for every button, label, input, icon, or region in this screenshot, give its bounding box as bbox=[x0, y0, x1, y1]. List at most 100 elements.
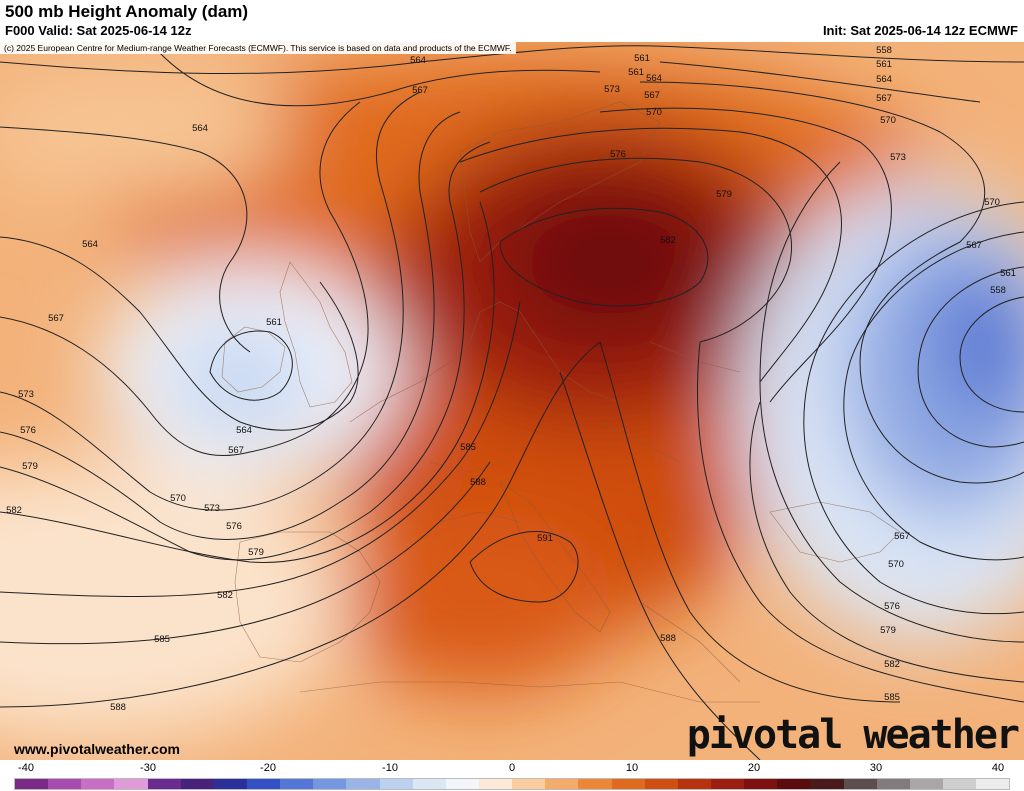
contour-label: 570 bbox=[646, 107, 662, 118]
contour-label: 564 bbox=[82, 239, 98, 250]
pivotal-weather-logo: pivotal weather bbox=[686, 712, 1020, 758]
contour-label: 585 bbox=[884, 692, 900, 703]
contour-585-east bbox=[599, 341, 901, 703]
contour-label: 570 bbox=[170, 493, 186, 504]
contour-label: 570 bbox=[888, 559, 904, 570]
contour-576-north bbox=[459, 127, 842, 383]
contour-label: 567 bbox=[644, 90, 660, 101]
contour-label: 573 bbox=[890, 152, 906, 163]
contour-label: 579 bbox=[880, 625, 896, 636]
anomaly-med-positive bbox=[340, 512, 620, 692]
contour-573-east bbox=[803, 201, 1024, 615]
contour-564-ne bbox=[679, 46, 1024, 63]
contour-570 bbox=[0, 91, 421, 511]
colorbar-tick-label: 0 bbox=[508, 762, 516, 774]
contour-label: 564 bbox=[410, 55, 426, 66]
colorbar-tick-label: 40 bbox=[991, 762, 1005, 774]
contour-label: 561 bbox=[634, 53, 650, 64]
colorbar-tick-label: 10 bbox=[625, 762, 639, 774]
colorbar-swatch bbox=[246, 779, 281, 789]
contour-561-east bbox=[917, 266, 1024, 448]
colorbar-swatch bbox=[445, 779, 479, 789]
copyright-notice: (c) 2025 European Centre for Medium-rang… bbox=[0, 42, 516, 54]
coast-north-continent bbox=[349, 301, 621, 423]
contour-label: 588 bbox=[660, 633, 676, 644]
contour-579-east bbox=[749, 401, 1024, 683]
contour-label: 561 bbox=[876, 59, 892, 70]
contour-label: 585 bbox=[154, 634, 170, 645]
contour-label: 573 bbox=[204, 503, 220, 514]
coast-ireland bbox=[221, 326, 286, 393]
colorbar-swatch bbox=[114, 779, 148, 789]
contour-label: 591 bbox=[537, 533, 553, 544]
contour-label: 558 bbox=[990, 285, 1006, 296]
contour-label: 573 bbox=[604, 84, 620, 95]
init-time: Init: Sat 2025-06-14 12z ECMWF bbox=[822, 23, 1018, 38]
contour-label: 576 bbox=[226, 521, 242, 532]
colorbar-swatch bbox=[942, 779, 977, 789]
contour-label: 567 bbox=[876, 93, 892, 104]
colorbar-swatch bbox=[545, 779, 579, 789]
colorbar-swatch bbox=[512, 779, 546, 789]
anomaly-map: 564 567 564 564 567 561 573 576 579 582 564 567 570 5… bbox=[0, 42, 1024, 760]
height-contours bbox=[0, 42, 1024, 760]
contour-label: 573 bbox=[18, 389, 34, 400]
contour-label: 579 bbox=[248, 547, 264, 558]
colorbar-swatch bbox=[611, 779, 645, 789]
colorbar-swatch bbox=[313, 779, 347, 789]
colorbar-swatch bbox=[578, 779, 612, 789]
contour-label: 567 bbox=[48, 313, 64, 324]
contour-582-north bbox=[499, 207, 709, 307]
contour-label: 564 bbox=[876, 74, 892, 85]
contour-label: 579 bbox=[716, 189, 732, 200]
colorbar-tick-label: -40 bbox=[18, 762, 34, 774]
anomaly-shading bbox=[0, 52, 1024, 742]
website-link[interactable]: www.pivotalweather.com bbox=[14, 741, 180, 757]
contour-579 bbox=[0, 201, 495, 563]
colorbar-swatch bbox=[810, 779, 844, 789]
contour-558-east bbox=[959, 296, 1024, 413]
contour-label: 588 bbox=[110, 702, 126, 713]
contour-label: 558 bbox=[876, 45, 892, 56]
coast-italy bbox=[499, 481, 611, 633]
coast-north-africa bbox=[299, 681, 760, 703]
colorbar-swatch bbox=[180, 779, 214, 789]
contour-label: 567 bbox=[966, 240, 982, 251]
coastlines-borders bbox=[221, 101, 901, 703]
contour-567-east bbox=[859, 241, 1024, 484]
colorbar-tick-label: -30 bbox=[140, 762, 156, 774]
colorbar-swatch bbox=[213, 779, 247, 789]
contour-576 bbox=[0, 141, 491, 561]
contour-564-west bbox=[0, 126, 251, 353]
coast-scandinavia bbox=[459, 101, 661, 263]
anomaly-weak-nw bbox=[0, 62, 290, 202]
contour-label: 588 bbox=[470, 477, 486, 488]
coast-iberia bbox=[234, 531, 381, 663]
colorbar-tick-label: 30 bbox=[869, 762, 883, 774]
colorbar-tick-label: -20 bbox=[260, 762, 276, 774]
colorbar-swatch bbox=[644, 779, 678, 789]
coast-britain bbox=[279, 261, 353, 408]
coast-balkans bbox=[639, 601, 741, 683]
contour-label: 564 bbox=[192, 123, 208, 134]
contour-label: 582 bbox=[884, 659, 900, 670]
contour-576-east bbox=[759, 161, 1024, 643]
country-borders bbox=[429, 341, 741, 523]
contour-label: 582 bbox=[217, 590, 233, 601]
contour-564-north bbox=[0, 45, 681, 75]
colorbar-swatch bbox=[744, 779, 778, 789]
colorbar-swatch bbox=[843, 779, 877, 789]
colorbar-swatch bbox=[147, 779, 181, 789]
contour-label: 576 bbox=[884, 601, 900, 612]
anomaly-low-ireland-core bbox=[165, 327, 315, 437]
colorbar-tick-label: -10 bbox=[382, 762, 398, 774]
contour-label: 576 bbox=[610, 149, 626, 160]
colorbar-swatch bbox=[710, 779, 745, 789]
colorbar-swatch bbox=[909, 779, 943, 789]
colorbar-swatch bbox=[15, 779, 49, 789]
coast-black-sea bbox=[769, 501, 901, 563]
colorbar-swatch bbox=[478, 779, 513, 789]
contour-label: 567 bbox=[894, 531, 910, 542]
contour-label: 570 bbox=[880, 115, 896, 126]
colorbar-swatch bbox=[346, 779, 380, 789]
